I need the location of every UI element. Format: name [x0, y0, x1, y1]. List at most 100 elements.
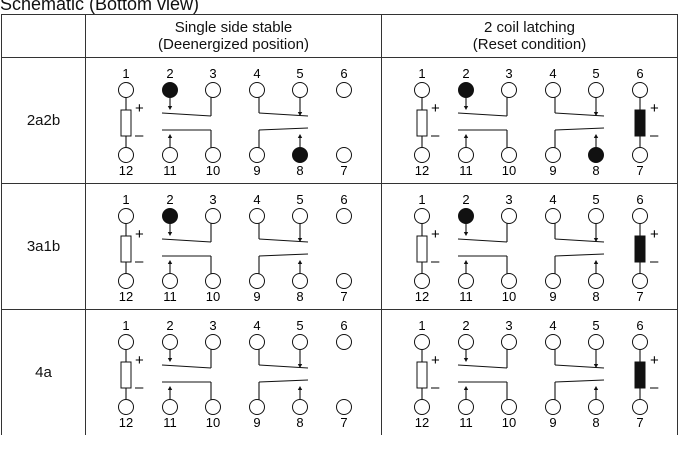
terminal-circle	[162, 399, 178, 415]
terminal-number: 12	[415, 163, 429, 178]
arrow-head	[593, 364, 599, 368]
coil-minus: –	[650, 127, 659, 144]
terminal-circle	[458, 147, 474, 163]
terminal-number: 8	[592, 163, 599, 178]
terminal-number: 2	[166, 318, 173, 333]
terminal-circle	[545, 82, 561, 98]
terminal-number: 11	[163, 163, 177, 178]
terminal-number: 4	[253, 318, 260, 333]
terminal-number: 12	[119, 415, 133, 430]
terminal-number: 3	[505, 66, 512, 81]
terminal-circle	[249, 399, 265, 415]
armature-line	[554, 112, 605, 117]
armature-line	[457, 238, 508, 243]
terminal-circle	[588, 334, 604, 350]
diagram-single-2a2b: 1 12 2 11 3 10 4 9 5 8 6 7 + –	[85, 57, 382, 184]
terminal-circle	[414, 147, 430, 163]
schematic-diagram: 1 12 2 11 3 10 4 9 5 8 6 7 + – + –	[414, 192, 659, 304]
terminal-number: 10	[502, 163, 516, 178]
terminal-circle	[205, 82, 221, 98]
coil-minus: –	[650, 379, 659, 396]
terminal-number: 3	[209, 66, 216, 81]
terminal-circle	[632, 334, 648, 350]
coil-plus: +	[650, 226, 659, 243]
terminal-number: 10	[206, 163, 220, 178]
arrow-head	[167, 386, 173, 390]
terminal-circle	[501, 147, 517, 163]
terminal-number: 1	[122, 66, 129, 81]
header-latching-line2: (Reset condition)	[472, 36, 587, 53]
header-single-side-stable: Single side stable (Deenergized position…	[85, 14, 382, 58]
terminal-number: 1	[418, 66, 425, 81]
terminal-circle	[588, 147, 604, 163]
terminal-circle	[162, 208, 178, 224]
arrow-head	[593, 260, 599, 264]
terminal-number: 7	[636, 289, 643, 304]
terminal-circle	[414, 273, 430, 289]
terminal-circle	[501, 273, 517, 289]
terminal-circle	[632, 82, 648, 98]
terminal-number: 6	[636, 66, 643, 81]
terminal-circle	[414, 208, 430, 224]
terminal-circle	[205, 208, 221, 224]
terminal-circle	[545, 334, 561, 350]
armature-line	[258, 238, 309, 243]
terminal-circle	[458, 273, 474, 289]
terminal-circle	[292, 399, 308, 415]
terminal-circle	[545, 399, 561, 415]
coil-plus: +	[650, 100, 659, 117]
terminal-number: 8	[296, 289, 303, 304]
terminal-number: 3	[209, 192, 216, 207]
schematic-diagram: 1 12 2 11 3 10 4 9 5 8 6 7 + –	[118, 192, 352, 304]
armature-line	[258, 379, 309, 383]
coil-minus: –	[431, 127, 440, 144]
terminal-number: 7	[340, 289, 347, 304]
terminal-circle	[414, 82, 430, 98]
diagram-latching-3a1b: 1 12 2 11 3 10 4 9 5 8 6 7 + – + –	[381, 183, 678, 310]
terminal-circle	[162, 82, 178, 98]
coil-minus: –	[135, 127, 144, 144]
terminal-number: 9	[549, 163, 556, 178]
row-4a: 4a 1 12 2 11 3 10 4 9 5 8 6 7 + – 1 12 2 11 3 10 4 9 5 8 6 7 + – + –	[1, 309, 678, 435]
armature-line	[457, 112, 508, 117]
row-label: 3a1b	[1, 183, 86, 310]
set-coil	[416, 361, 428, 389]
armature-line	[554, 238, 605, 243]
terminal-number: 12	[119, 289, 133, 304]
armature-line	[161, 112, 212, 117]
terminal-number: 11	[163, 289, 177, 304]
terminal-circle	[545, 147, 561, 163]
page-title: Schematic (Bottom view)	[0, 0, 200, 14]
reset-coil	[634, 361, 646, 389]
armature-line	[457, 364, 508, 369]
arrow-head	[297, 134, 303, 138]
terminal-number: 11	[459, 163, 473, 178]
terminal-circle	[292, 82, 308, 98]
terminal-circle	[632, 399, 648, 415]
terminal-number: 11	[459, 289, 473, 304]
terminal-circle	[336, 147, 352, 163]
terminal-number: 1	[122, 192, 129, 207]
coil-plus: +	[650, 352, 659, 369]
terminal-circle	[162, 273, 178, 289]
terminal-number: 5	[592, 66, 599, 81]
terminal-number: 8	[296, 415, 303, 430]
terminal-circle	[414, 334, 430, 350]
terminal-number: 9	[253, 163, 260, 178]
terminal-circle	[458, 82, 474, 98]
terminal-number: 7	[340, 415, 347, 430]
schematic-diagram: 1 12 2 11 3 10 4 9 5 8 6 7 + –	[118, 66, 352, 178]
schematic-diagram: 1 12 2 11 3 10 4 9 5 8 6 7 + –	[118, 318, 352, 430]
set-coil	[120, 235, 132, 263]
arrow-head	[463, 386, 469, 390]
arrow-head	[463, 134, 469, 138]
header-row: Single side stable (Deenergized position…	[1, 14, 678, 58]
terminal-circle	[205, 147, 221, 163]
terminal-number: 9	[253, 289, 260, 304]
terminal-number: 8	[296, 163, 303, 178]
terminal-circle	[249, 334, 265, 350]
terminal-number: 6	[636, 192, 643, 207]
terminal-circle	[292, 147, 308, 163]
arrow-head	[167, 134, 173, 138]
terminal-circle	[162, 147, 178, 163]
